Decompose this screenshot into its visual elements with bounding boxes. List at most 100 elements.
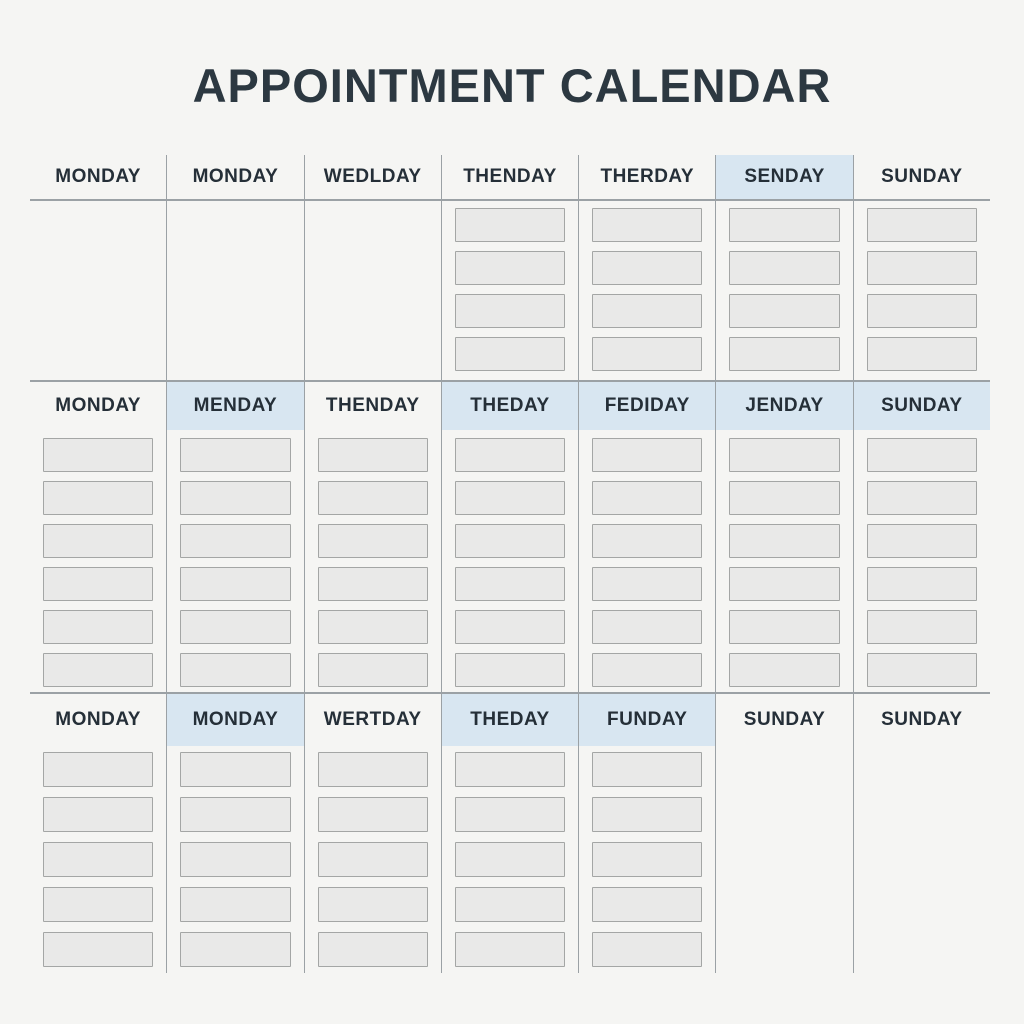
appointment-slot[interactable] <box>43 797 154 832</box>
appointment-slot[interactable] <box>866 610 977 644</box>
appointment-slot[interactable] <box>729 610 840 644</box>
appointment-slot[interactable] <box>454 797 566 832</box>
appointment-slot[interactable] <box>317 610 428 644</box>
appointment-slot[interactable] <box>592 567 703 601</box>
appointment-slot[interactable] <box>454 337 566 371</box>
appointment-slot[interactable] <box>729 653 840 687</box>
appointment-slot[interactable] <box>180 524 291 558</box>
appointment-slot[interactable] <box>592 524 703 558</box>
appointment-slot[interactable] <box>866 438 977 472</box>
appointment-slot[interactable] <box>180 481 291 515</box>
appointment-slot[interactable] <box>866 567 977 601</box>
day-header-highlighted: SENDAY <box>716 155 853 201</box>
day-header: THERDAY <box>579 155 716 201</box>
appointment-slot[interactable] <box>866 653 977 687</box>
day-column: THEDAY <box>440 382 579 692</box>
appointment-slot[interactable] <box>317 887 428 922</box>
appointment-slot[interactable] <box>454 524 566 558</box>
appointment-slot[interactable] <box>43 653 154 687</box>
appointment-slot[interactable] <box>454 932 566 967</box>
slot-list <box>716 201 852 371</box>
appointment-slot[interactable] <box>866 208 977 242</box>
appointment-slot[interactable] <box>454 842 566 877</box>
appointment-slot[interactable] <box>592 887 703 922</box>
appointment-slot[interactable] <box>180 653 291 687</box>
appointment-slot[interactable] <box>43 842 154 877</box>
page-title: APPOINTMENT CALENDAR <box>192 59 832 112</box>
appointment-slot[interactable] <box>317 797 428 832</box>
appointment-slot[interactable] <box>866 294 977 328</box>
slot-list <box>30 201 166 370</box>
appointment-calendar: MONDAY MONDAY WEDLDAY THENDAY THERDAY SENDAY S… <box>30 155 990 973</box>
appointment-slot[interactable] <box>43 524 154 558</box>
appointment-slot[interactable] <box>180 752 291 787</box>
appointment-slot[interactable] <box>592 842 703 877</box>
appointment-slot[interactable] <box>729 251 840 285</box>
slot-list <box>305 201 441 370</box>
appointment-slot[interactable] <box>454 251 566 285</box>
appointment-slot[interactable] <box>180 797 291 832</box>
appointment-slot[interactable] <box>729 438 840 472</box>
appointment-slot[interactable] <box>866 337 977 371</box>
appointment-slot[interactable] <box>592 208 703 242</box>
appointment-slot[interactable] <box>454 438 566 472</box>
appointment-slot[interactable] <box>43 438 154 472</box>
appointment-slot[interactable] <box>592 752 703 787</box>
appointment-slot[interactable] <box>317 481 428 515</box>
appointment-slot[interactable] <box>729 524 840 558</box>
appointment-slot[interactable] <box>43 610 154 644</box>
appointment-slot[interactable] <box>592 481 703 515</box>
appointment-slot[interactable] <box>454 481 566 515</box>
appointment-slot[interactable] <box>729 481 840 515</box>
appointment-slot[interactable] <box>866 251 977 285</box>
appointment-slot[interactable] <box>454 294 566 328</box>
appointment-slot[interactable] <box>454 610 566 644</box>
appointment-slot[interactable] <box>729 208 840 242</box>
appointment-slot[interactable] <box>454 887 566 922</box>
slot-list <box>716 746 852 973</box>
appointment-slot[interactable] <box>454 567 566 601</box>
day-header-highlighted: SUNDAY <box>853 382 990 430</box>
appointment-slot[interactable] <box>592 294 703 328</box>
day-column: FEDIDAY <box>578 382 716 692</box>
day-column: THENDAY <box>440 155 579 380</box>
appointment-slot[interactable] <box>317 842 428 877</box>
slot-list <box>167 430 303 692</box>
appointment-slot[interactable] <box>43 481 154 515</box>
appointment-slot[interactable] <box>180 842 291 877</box>
appointment-slot[interactable] <box>180 438 291 472</box>
appointment-slot[interactable] <box>592 251 703 285</box>
appointment-slot[interactable] <box>729 567 840 601</box>
appointment-slot[interactable] <box>43 932 154 967</box>
appointment-slot[interactable] <box>43 567 154 601</box>
day-header: MONDAY <box>30 155 167 201</box>
appointment-slot[interactable] <box>43 752 154 787</box>
appointment-slot[interactable] <box>43 887 154 922</box>
appointment-slot[interactable] <box>592 610 703 644</box>
day-header: MONDAY <box>55 395 141 416</box>
appointment-slot[interactable] <box>592 438 703 472</box>
appointment-slot[interactable] <box>592 337 703 371</box>
appointment-slot[interactable] <box>592 797 703 832</box>
appointment-slot[interactable] <box>180 887 291 922</box>
appointment-slot[interactable] <box>592 932 703 967</box>
week-grid: MONDAY MONDAY WEDLDAY THENDAY THERDAY SENDAY S… <box>30 155 990 380</box>
appointment-slot[interactable] <box>454 752 566 787</box>
day-header-highlighted: MONDAY <box>167 694 304 746</box>
appointment-slot[interactable] <box>866 481 977 515</box>
appointment-slot[interactable] <box>180 567 291 601</box>
appointment-slot[interactable] <box>454 208 566 242</box>
appointment-slot[interactable] <box>866 524 977 558</box>
appointment-slot[interactable] <box>729 337 840 371</box>
appointment-slot[interactable] <box>454 653 566 687</box>
appointment-slot[interactable] <box>317 524 428 558</box>
appointment-slot[interactable] <box>317 932 428 967</box>
appointment-slot[interactable] <box>180 610 291 644</box>
appointment-slot[interactable] <box>317 653 428 687</box>
appointment-slot[interactable] <box>592 653 703 687</box>
appointment-slot[interactable] <box>317 567 428 601</box>
appointment-slot[interactable] <box>317 752 428 787</box>
appointment-slot[interactable] <box>729 294 840 328</box>
appointment-slot[interactable] <box>317 438 428 472</box>
appointment-slot[interactable] <box>180 932 291 967</box>
